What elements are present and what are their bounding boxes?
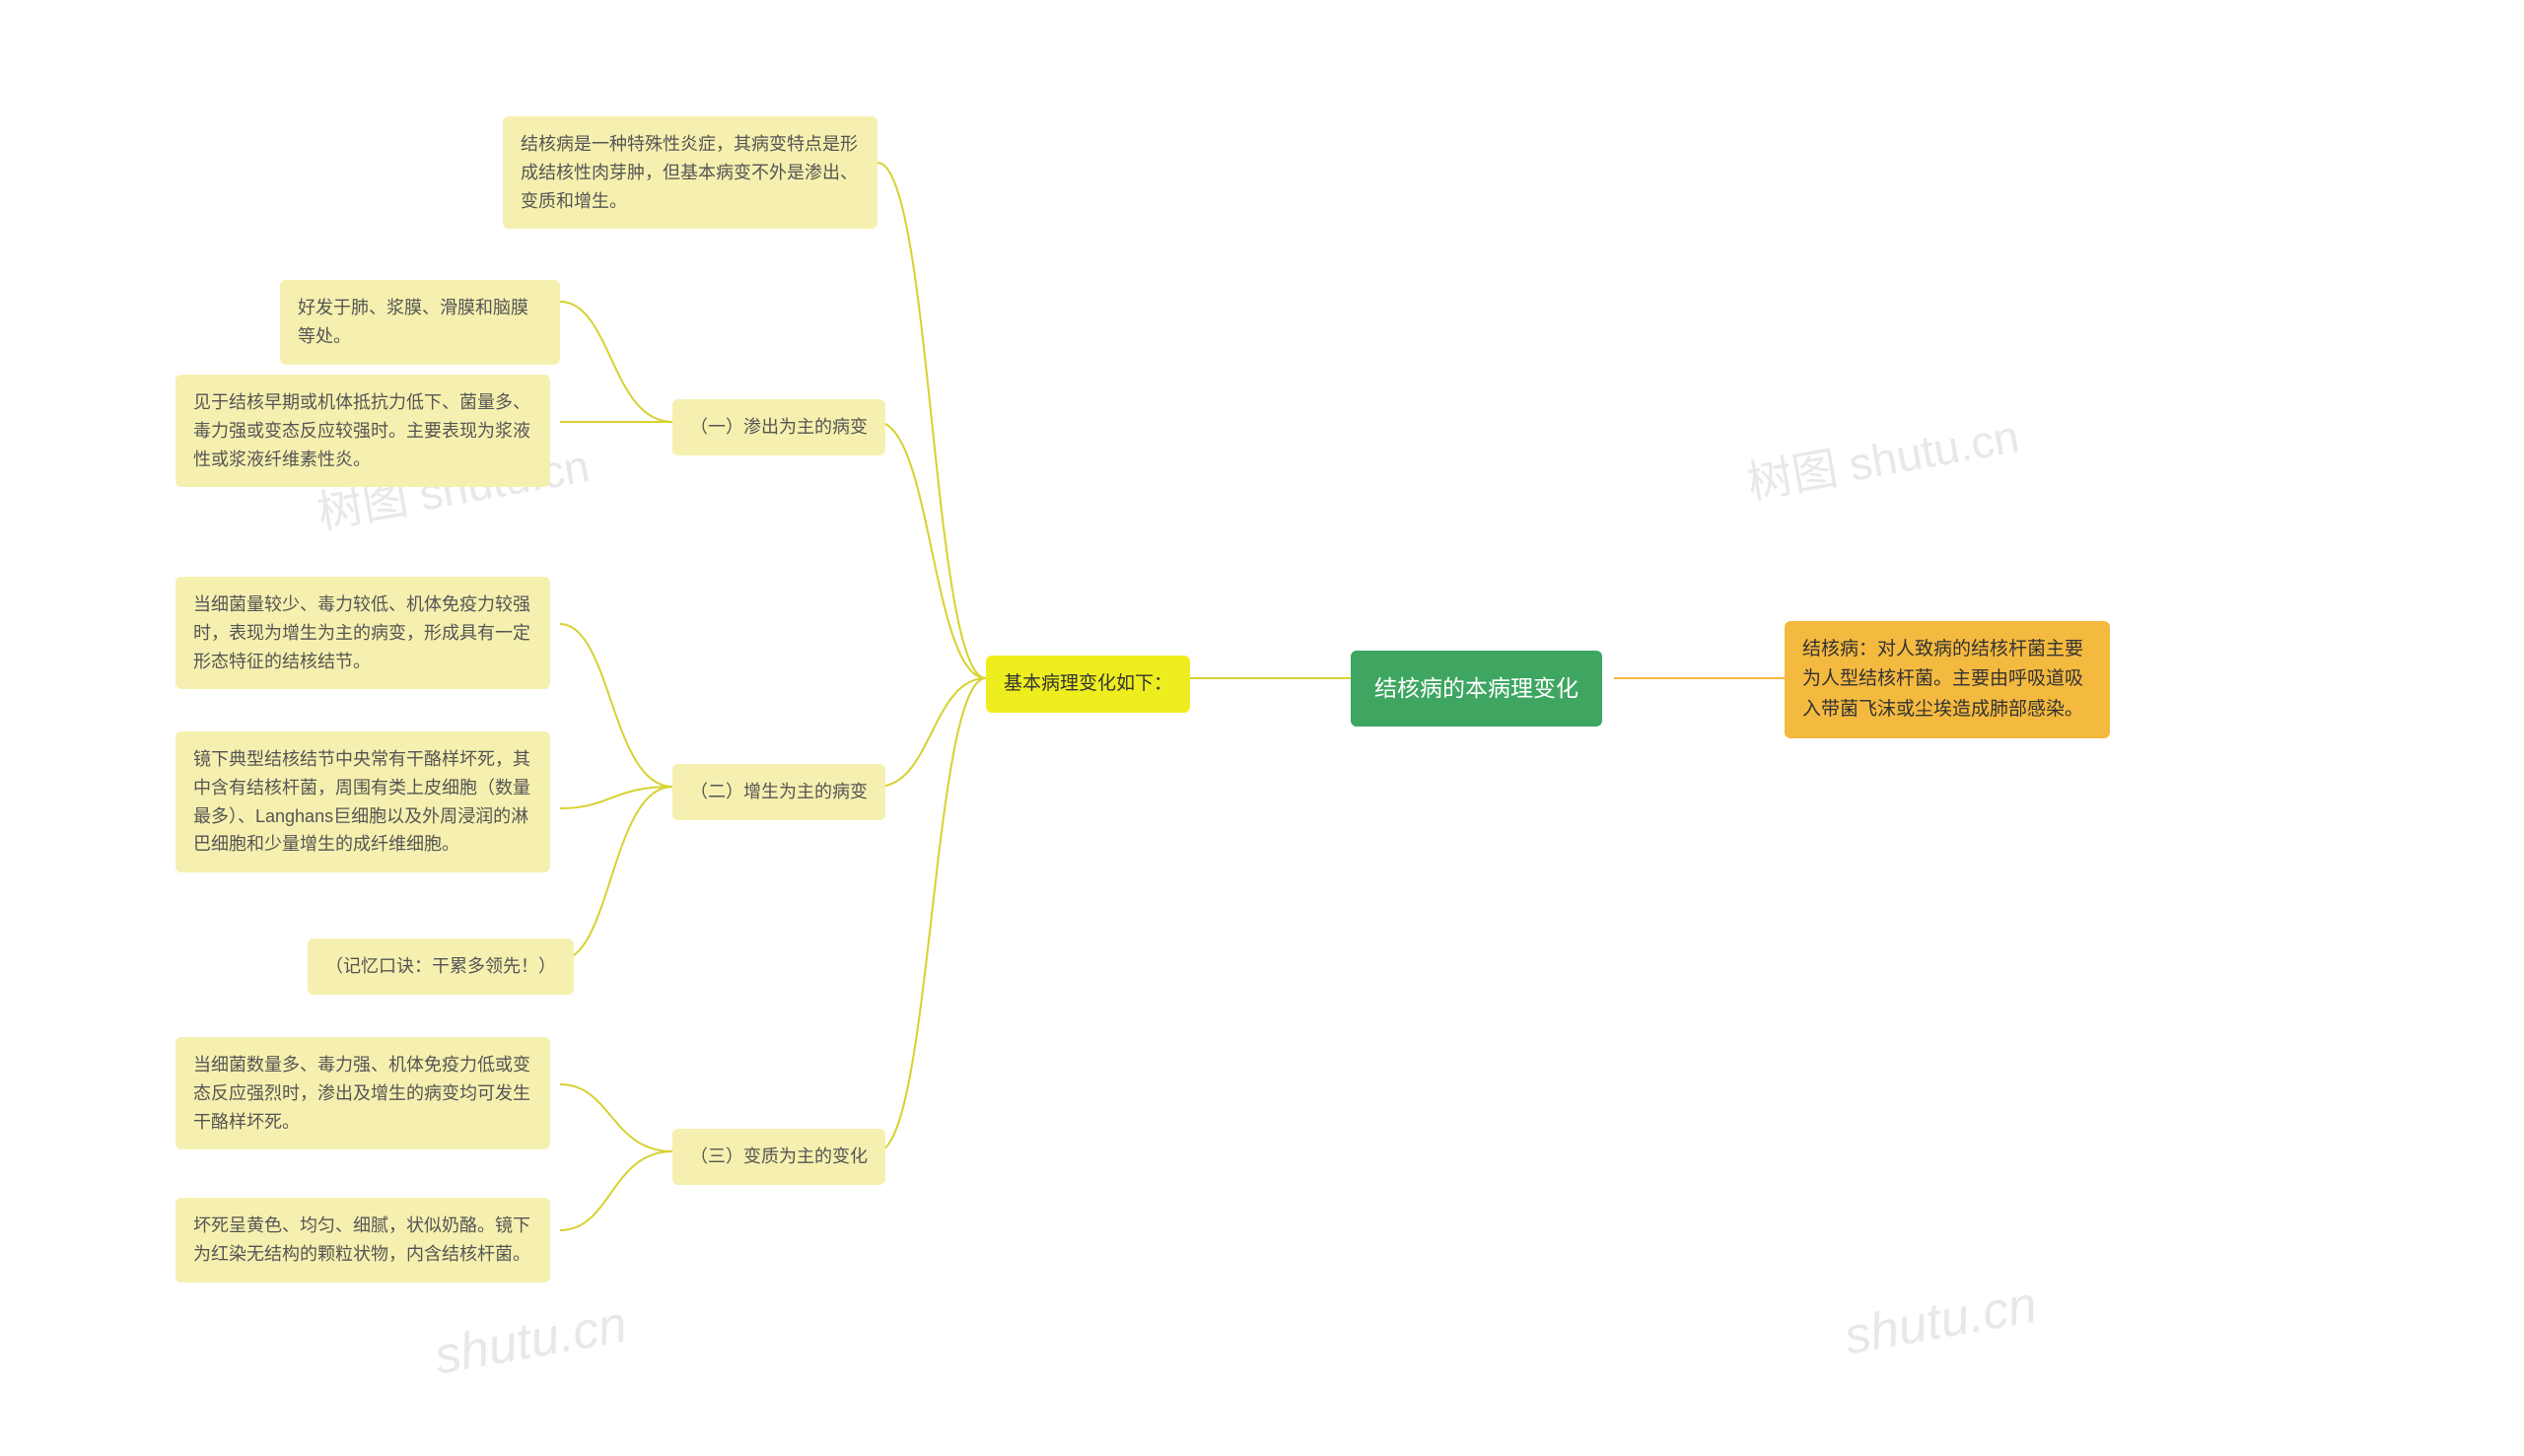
watermark-text: shutu.cn [1840, 1276, 2041, 1365]
section-1-child-1-label: 见于结核早期或机体抵抗力低下、菌量多、毒力强或变态反应较强时。主要表现为浆液性或… [193, 392, 530, 469]
right-branch-node[interactable]: 结核病：对人致病的结核杆菌主要为人型结核杆菌。主要由呼吸道吸入带菌飞沫或尘埃造成… [1785, 621, 2110, 738]
intro-label: 结核病是一种特殊性炎症，其病变特点是形成结核性肉芽肿，但基本病变不外是渗出、变质… [521, 134, 858, 211]
section-3-child-0-label: 当细菌数量多、毒力强、机体免疫力低或变态反应强烈时，渗出及增生的病变均可发生干酪… [193, 1055, 530, 1132]
watermark: shutu.cn [1840, 1275, 2041, 1366]
section-2-child-1-label: 镜下典型结核结节中央常有干酪样坏死，其中含有结核杆菌，周围有类上皮细胞（数量最多… [193, 749, 530, 854]
section-2-child-0-label: 当细菌量较少、毒力较低、机体免疫力较强时，表现为增生为主的病变，形成具有一定形态… [193, 594, 530, 671]
section-2-child-1[interactable]: 镜下典型结核结节中央常有干酪样坏死，其中含有结核杆菌，周围有类上皮细胞（数量最多… [175, 731, 550, 872]
watermark-text-cn: 树图 shutu.cn [1743, 410, 2022, 509]
intro-node[interactable]: 结核病是一种特殊性炎症，其病变特点是形成结核性肉芽肿，但基本病变不外是渗出、变质… [503, 116, 877, 229]
watermark: shutu.cn [430, 1294, 631, 1386]
root-label: 结核病的本病理变化 [1374, 675, 1578, 701]
section-2-label: （二）增生为主的病变 [690, 782, 868, 801]
section-2-child-0[interactable]: 当细菌量较少、毒力较低、机体免疫力较强时，表现为增生为主的病变，形成具有一定形态… [175, 577, 550, 689]
section-2-child-2-label: （记忆口诀：干累多领先！） [325, 956, 556, 976]
section-3-node[interactable]: （三）变质为主的变化 [672, 1129, 885, 1185]
watermark: 树图 shutu.cn [1741, 400, 2023, 512]
left-branch-label: 基本病理变化如下： [1004, 673, 1172, 694]
section-2-child-2[interactable]: （记忆口诀：干累多领先！） [308, 938, 574, 995]
left-branch-node[interactable]: 基本病理变化如下： [986, 656, 1190, 713]
section-1-child-0-label: 好发于肺、浆膜、滑膜和脑膜等处。 [298, 298, 528, 346]
section-1-label: （一）渗出为主的病变 [690, 417, 868, 437]
right-branch-label: 结核病：对人致病的结核杆菌主要为人型结核杆菌。主要由呼吸道吸入带菌飞沫或尘埃造成… [1802, 639, 2083, 720]
section-3-child-0[interactable]: 当细菌数量多、毒力强、机体免疫力低或变态反应强烈时，渗出及增生的病变均可发生干酪… [175, 1037, 550, 1149]
section-1-node[interactable]: （一）渗出为主的病变 [672, 399, 885, 455]
section-1-child-1[interactable]: 见于结核早期或机体抵抗力低下、菌量多、毒力强或变态反应较强时。主要表现为浆液性或… [175, 375, 550, 487]
watermark-text: shutu.cn [430, 1295, 631, 1385]
section-3-label: （三）变质为主的变化 [690, 1146, 868, 1166]
root-node[interactable]: 结核病的本病理变化 [1351, 651, 1602, 727]
section-2-node[interactable]: （二）增生为主的病变 [672, 764, 885, 820]
section-3-child-1-label: 坏死呈黄色、均匀、细腻，状似奶酪。镜下为红染无结构的颗粒状物，内含结核杆菌。 [193, 1215, 530, 1264]
section-1-child-0[interactable]: 好发于肺、浆膜、滑膜和脑膜等处。 [280, 280, 560, 365]
section-3-child-1[interactable]: 坏死呈黄色、均匀、细腻，状似奶酪。镜下为红染无结构的颗粒状物，内含结核杆菌。 [175, 1198, 550, 1283]
